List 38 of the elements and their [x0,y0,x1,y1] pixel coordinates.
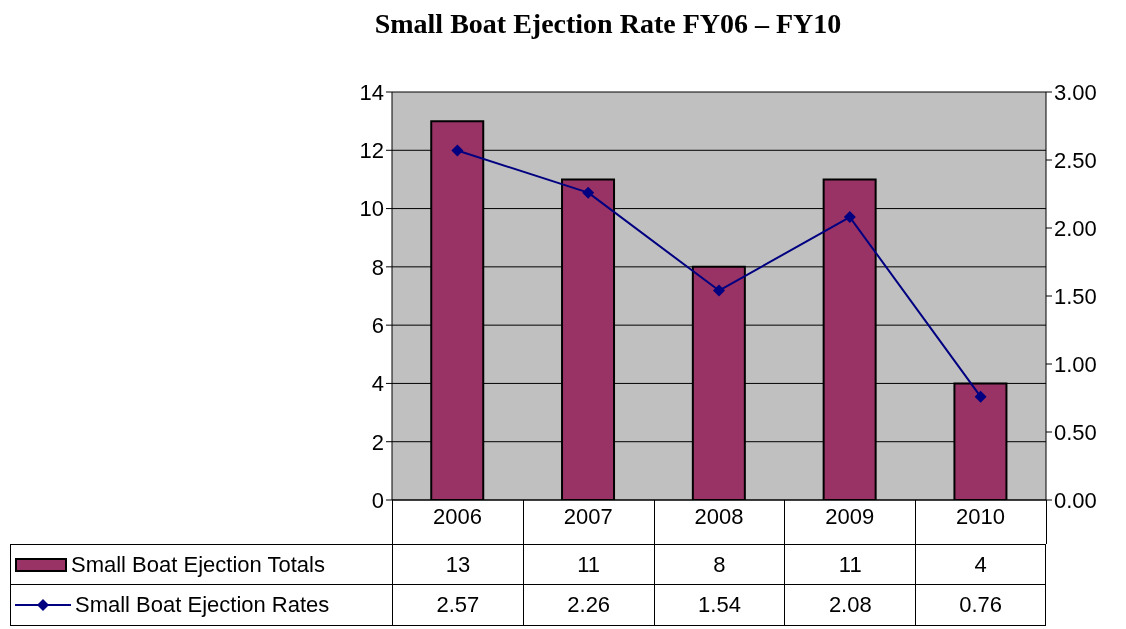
data-label: 1.54 [653,585,785,625]
x-tick-label: 2006 [432,503,482,529]
y-tick-label: 12 [359,138,384,164]
data-label: 11 [522,545,654,585]
legend-label: Small Boat Ejection Rates [75,592,330,618]
data-label: 13 [392,545,523,585]
y2-tick-label: 1.50 [1054,283,1097,309]
x-tick-label: 2010 [956,503,1006,529]
data-label: 2.26 [522,585,654,625]
data-label: 2.08 [784,585,916,625]
data-label: 4 [915,545,1046,585]
data-label: 2.57 [392,585,523,625]
y2-tick-label: 2.00 [1054,215,1097,241]
y-tick-label: 6 [371,312,384,338]
x-tick-label: 2009 [825,503,875,529]
point [451,144,464,157]
point [713,284,725,297]
y-tick-label: 4 [371,371,384,397]
x-tick-label: 2008 [694,503,744,529]
legend-label: Small Boat Ejection Totals [71,552,325,578]
data-label: 0.76 [915,585,1046,625]
y2-tick-label: 0.00 [1054,487,1097,513]
point [582,186,595,199]
y-tick-label: 8 [371,254,384,280]
x-tick-label: 2007 [563,503,613,529]
y-tick-label: 0 [371,487,384,513]
y-tick-label: 14 [359,79,384,105]
y2-tick-label: 3.00 [1054,79,1097,105]
data-label: 11 [784,545,916,585]
y2-tick-label: 2.50 [1054,147,1097,173]
point [974,390,987,403]
y-tick-label: 10 [359,196,384,222]
data-label: 8 [653,545,785,585]
y2-tick-label: 0.50 [1054,419,1097,445]
chart-title: Small Boat Ejection Rate FY06 – FY10 [373,8,843,40]
point [843,211,856,224]
y-tick-label: 2 [371,429,384,455]
y2-tick-label: 1.00 [1054,351,1097,377]
